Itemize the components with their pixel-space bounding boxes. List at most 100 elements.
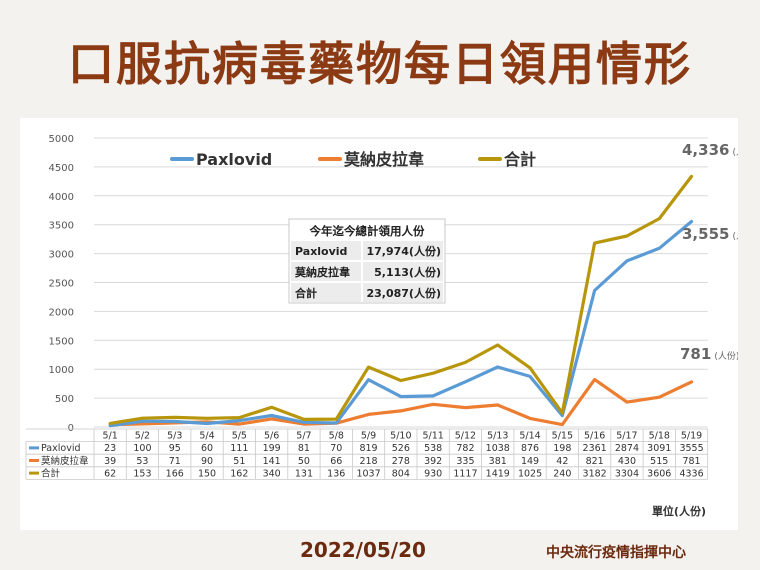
summary-label-cell	[291, 283, 361, 302]
x-tick-label: 5/15	[552, 431, 573, 442]
y-tick-label: 3500	[49, 221, 74, 232]
x-tick-label: 5/4	[199, 431, 214, 442]
legend-label-total: 合計	[504, 150, 536, 169]
end-label-total: 4,336(人份)	[682, 141, 738, 159]
table-cell: 1038	[486, 443, 510, 454]
x-tick-label: 5/17	[616, 431, 637, 442]
x-tick-label: 5/10	[390, 431, 411, 442]
table-cell: 3555	[679, 443, 703, 454]
x-tick-label: 5/6	[264, 431, 279, 442]
x-tick-label: 5/13	[487, 431, 508, 442]
y-tick-label: 1500	[49, 336, 74, 347]
end-label-value: 3,555	[682, 225, 729, 243]
organization-name: 中央流行疫情指揮中心	[546, 545, 686, 561]
table-cell: 3091	[647, 443, 671, 454]
table-cell: 111	[230, 443, 248, 454]
summary-header: 今年迄今總計領用人份	[309, 224, 425, 238]
table-cell: 381	[489, 456, 507, 467]
table-cell: 218	[359, 456, 377, 467]
table-cell: 53	[136, 456, 148, 467]
y-tick-label: 4000	[49, 192, 74, 203]
table-cell: 162	[230, 468, 248, 479]
y-tick-label: 0	[68, 423, 74, 434]
table-cell: 90	[201, 456, 213, 467]
table-cell: 60	[201, 443, 213, 454]
table-cell: 131	[295, 468, 313, 479]
summary-value-cell	[363, 241, 443, 260]
summary-row-label: 莫納皮拉韋	[294, 265, 350, 279]
chart-panel: 0 500 1000 1500 2000 2500 3000 3500 4000 4500 5000…	[20, 118, 738, 530]
table-cell: 23	[104, 443, 116, 454]
x-tick-label: 5/1	[103, 431, 118, 442]
x-tick-label: 5/2	[135, 431, 150, 442]
y-tick-label: 2500	[49, 279, 74, 290]
summary-row-value: 17,974(人份)	[366, 244, 441, 258]
end-label-unit: (人份)	[732, 230, 738, 242]
table-cell: 62	[104, 468, 116, 479]
x-tick-label: 5/9	[361, 431, 376, 442]
table-cell: 1419	[486, 468, 510, 479]
x-tick-label: 5/12	[455, 431, 476, 442]
end-label-molnupiravir: 781 (人份)	[680, 345, 738, 363]
end-label-unit: (人份)	[714, 350, 738, 362]
table-cell: 51	[233, 456, 245, 467]
table-cell: 136	[327, 468, 345, 479]
unit-label: 單位(人份)	[652, 504, 706, 518]
table-cell: 819	[359, 443, 377, 454]
table-cell: 876	[521, 443, 539, 454]
summary-label-cell	[291, 241, 361, 260]
summary-row-value: 23,087(人份)	[366, 286, 441, 300]
page-title: 口服抗病毒藥物每日領用情形	[68, 37, 692, 91]
report-date: 2022/05/20	[300, 538, 426, 562]
table-series-label: Paxlovid	[41, 443, 81, 454]
table-cell: 1117	[453, 468, 477, 479]
table-cell: 782	[456, 443, 474, 454]
table-cell: 781	[682, 456, 700, 467]
x-tick-label: 5/18	[649, 431, 670, 442]
table-cell: 2874	[615, 443, 639, 454]
x-tick-label: 5/11	[422, 431, 443, 442]
x-tick-label: 5/14	[519, 431, 540, 442]
table-cell: 526	[392, 443, 410, 454]
table-cell: 3304	[615, 468, 639, 479]
x-tick-label: 5/7	[296, 431, 311, 442]
end-label-unit: (人份)	[732, 146, 738, 158]
table-cell: 42	[556, 456, 568, 467]
y-tick-label: 1000	[49, 365, 74, 376]
table-cell: 66	[330, 456, 342, 467]
table-cell: 71	[169, 456, 181, 467]
table-cell: 166	[166, 468, 184, 479]
table-cell: 515	[650, 456, 668, 467]
x-tick-label: 5/16	[584, 431, 605, 442]
end-label-value: 781	[680, 345, 711, 363]
summary-label-cell	[291, 262, 361, 281]
x-tick-label: 5/19	[681, 431, 702, 442]
table-cell: 3606	[647, 468, 671, 479]
end-label-value: 4,336	[682, 141, 729, 159]
legend-label-molnupiravir: 莫納皮拉韋	[343, 150, 424, 169]
table-cell: 1025	[518, 468, 542, 479]
y-tick-label: 4500	[49, 163, 74, 174]
table-cell: 100	[133, 443, 151, 454]
table-cell: 153	[133, 468, 151, 479]
table-cell: 3182	[583, 468, 607, 479]
legend-label-paxlovid: Paxlovid	[196, 150, 272, 169]
table-cell: 50	[298, 456, 310, 467]
y-tick-label: 2000	[49, 307, 74, 318]
summary-value-cell	[363, 262, 443, 281]
summary-row-value: 5,113(人份)	[374, 265, 441, 279]
table-cell: 81	[298, 443, 310, 454]
summary-value-cell	[363, 283, 443, 302]
table-cell: 150	[198, 468, 216, 479]
y-tick-label: 500	[55, 394, 74, 405]
table-cell: 392	[424, 456, 442, 467]
table-series-label: 莫納皮拉韋	[41, 455, 89, 467]
table-cell: 430	[618, 456, 636, 467]
table-cell: 141	[263, 456, 281, 467]
table-cell: 39	[104, 456, 116, 467]
line-chart: 0 500 1000 1500 2000 2500 3000 3500 4000 4500 5000…	[25, 134, 738, 518]
table-cell: 149	[521, 456, 539, 467]
table-series-label: 合計	[41, 467, 61, 479]
table-cell: 278	[392, 456, 410, 467]
table-cell: 240	[553, 468, 571, 479]
